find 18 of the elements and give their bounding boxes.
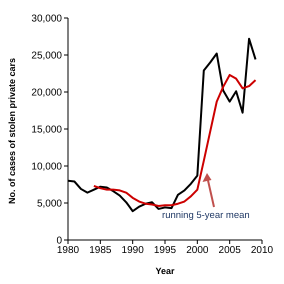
y-tick-label: 5,000 [36, 198, 62, 210]
x-tick-label: 2000 [186, 245, 209, 256]
y-tick-label: 20,000 [31, 88, 62, 99]
annotation: running 5-year mean [162, 210, 250, 222]
y-tick-label: 10,000 [31, 162, 62, 173]
x-tick-label: 1995 [154, 245, 177, 256]
x-tick-label: 1985 [89, 245, 112, 256]
x-tick-label: 1980 [56, 245, 80, 256]
y-tick-label: 0 [56, 236, 62, 247]
line-series [92, 74, 257, 207]
x-axis-title: Year [155, 266, 175, 276]
x-tick-label: 2010 [250, 245, 274, 256]
x-tick-label: 1990 [122, 245, 144, 256]
y-tick-label: 15,000 [31, 124, 62, 136]
x-tick-label: 2005 [218, 245, 242, 256]
y-axis-title: No. of cases of stolen private cars [7, 58, 18, 204]
y-tick-label: 30,000 [31, 14, 62, 25]
y-tick-label: 25,000 [31, 50, 62, 62]
